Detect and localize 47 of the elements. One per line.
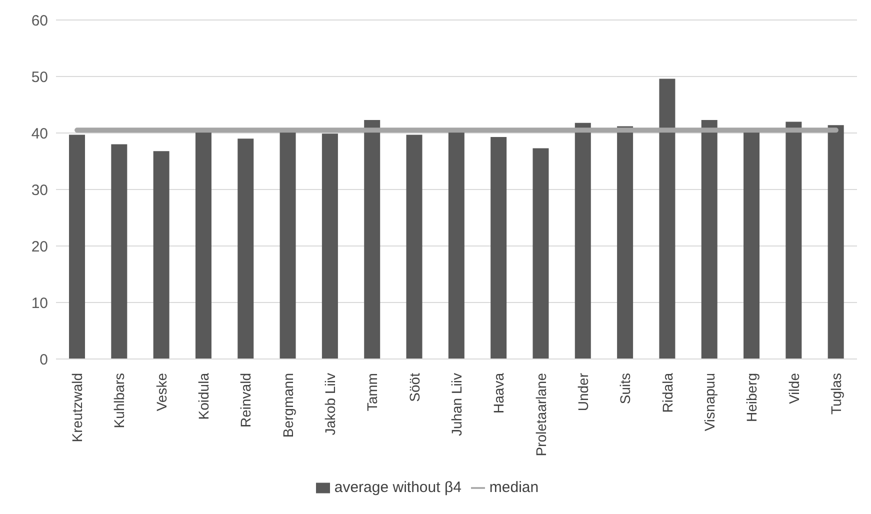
x-tick-label: Jakob Liiv — [322, 373, 338, 436]
x-tick-label: Tuglas — [828, 373, 844, 415]
bar — [153, 151, 170, 359]
bar — [490, 136, 507, 359]
x-tick-label: Visnapuu — [701, 373, 718, 432]
bar — [364, 120, 380, 359]
bar — [406, 134, 422, 359]
x-tick-label: Haava — [490, 372, 507, 414]
y-tick-label: 60 — [31, 12, 48, 30]
bar — [701, 120, 718, 359]
x-tick-label: Ridala — [659, 372, 676, 413]
bar — [659, 78, 676, 359]
x-tick-label: Reinvald — [238, 373, 254, 428]
x-tick-label: Kuhlbars — [111, 373, 128, 428]
bar — [786, 122, 802, 359]
x-tick-label: Vilde — [786, 372, 802, 404]
x-tick-label: Proletaarlane — [532, 372, 549, 456]
x-tick-label: Veske — [153, 372, 170, 412]
y-tick-label: 10 — [31, 294, 48, 312]
bar — [744, 132, 760, 359]
bar — [828, 125, 844, 359]
y-tick-label: 40 — [31, 125, 48, 142]
bar — [617, 126, 634, 359]
y-tick-label: 30 — [31, 182, 48, 199]
y-tick-label: 0 — [40, 351, 48, 368]
bar — [195, 132, 212, 359]
bar — [238, 138, 254, 359]
legend-label: median — [489, 479, 539, 496]
bar — [111, 144, 128, 359]
x-tick-label: Koidula — [196, 372, 212, 420]
bar — [322, 134, 338, 359]
legend-label: average without β4 — [334, 479, 462, 496]
x-tick-label: Bergmann — [280, 373, 296, 438]
y-tick-label: 50 — [31, 68, 48, 86]
x-tick-label: Under — [574, 372, 591, 412]
x-tick-label: Tamm — [364, 373, 380, 412]
bar — [280, 132, 296, 359]
x-tick-label: Heiberg — [744, 373, 760, 422]
bar — [532, 148, 549, 359]
x-tick-label: Kreutzwald — [69, 373, 86, 442]
bar — [69, 134, 85, 359]
x-tick-label: Sööt — [406, 372, 422, 402]
x-tick-label: Juhan Liiv — [448, 373, 464, 436]
bar — [574, 122, 591, 359]
x-tick-label: Suits — [617, 373, 634, 404]
bar — [448, 132, 464, 359]
y-tick-label: 20 — [31, 238, 48, 256]
